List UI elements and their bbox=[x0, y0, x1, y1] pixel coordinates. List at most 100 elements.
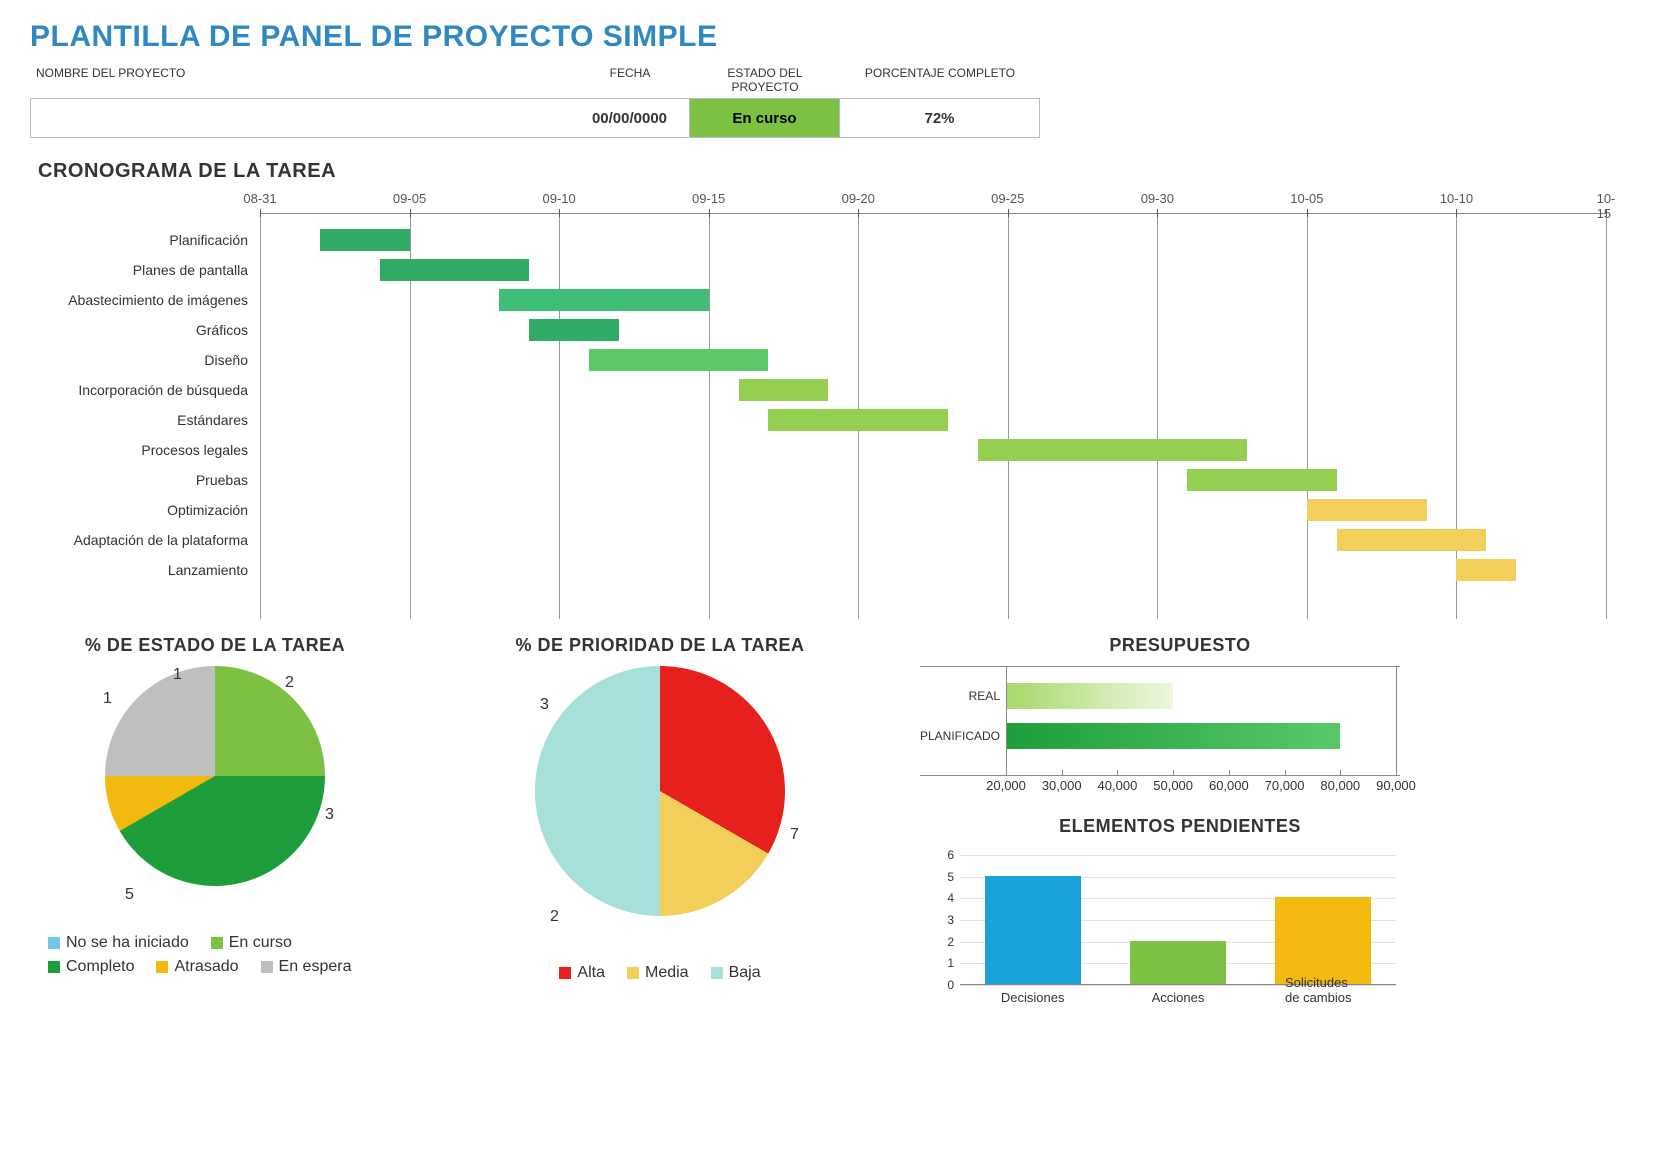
gantt-title: CRONOGRAMA DE LA TAREA bbox=[38, 160, 1626, 183]
legend-item: Media bbox=[627, 964, 689, 982]
pie-value-label: 5 bbox=[125, 886, 134, 904]
gantt-bar bbox=[529, 319, 619, 341]
priority-pie-legend: Alta Media Baja bbox=[460, 964, 860, 982]
gantt-tick: 10-10 bbox=[1440, 191, 1473, 206]
gantt-bar bbox=[1337, 529, 1487, 551]
gantt-task-label: Abastecimiento de imágenes bbox=[30, 285, 260, 315]
pending-bar bbox=[1130, 941, 1226, 984]
gantt-tick: 09-25 bbox=[991, 191, 1024, 206]
gantt-task-label: Planificación bbox=[30, 225, 260, 255]
legend-label: En curso bbox=[229, 934, 292, 952]
pending-xlabel: Solicitudes de cambios bbox=[1285, 975, 1362, 1005]
status-pie-legend: No se ha iniciado En curso Completo Atrasad… bbox=[30, 934, 400, 976]
budget-tick: 20,000 bbox=[986, 778, 1026, 793]
pending-chart: 0123456DecisionesAccionesSolicitudes de … bbox=[920, 855, 1400, 1005]
meta-status: En curso bbox=[690, 98, 840, 138]
pending-ytick: 0 bbox=[947, 978, 954, 992]
legend-label: Media bbox=[645, 964, 689, 982]
legend-label: No se ha iniciado bbox=[66, 934, 189, 952]
legend-label: En espera bbox=[279, 958, 352, 976]
pending-ytick: 1 bbox=[947, 956, 954, 970]
legend-item: En espera bbox=[261, 958, 352, 976]
budget-bar-label: REAL bbox=[920, 689, 1000, 703]
gantt-task-label: Adaptación de la plataforma bbox=[30, 525, 260, 555]
legend-swatch bbox=[627, 967, 639, 979]
meta-pct: 72% bbox=[840, 98, 1040, 138]
budget-tick: 80,000 bbox=[1320, 778, 1360, 793]
budget-tick: 40,000 bbox=[1098, 778, 1138, 793]
budget-tick: 70,000 bbox=[1265, 778, 1305, 793]
gantt-tick: 09-15 bbox=[692, 191, 725, 206]
gantt-bar bbox=[589, 349, 768, 371]
legend-swatch bbox=[156, 961, 168, 973]
legend-label: Baja bbox=[729, 964, 761, 982]
gantt-task-label: Gráficos bbox=[30, 315, 260, 345]
gantt-bar bbox=[380, 259, 530, 281]
pending-xlabel: Decisiones bbox=[1001, 990, 1065, 1005]
pie-value-label: 1 bbox=[103, 690, 112, 708]
pending-ytick: 5 bbox=[947, 870, 954, 884]
gantt-task-label: Procesos legales bbox=[30, 435, 260, 465]
legend-item: No se ha iniciado bbox=[48, 934, 189, 952]
gantt-bar bbox=[1307, 499, 1427, 521]
legend-item: Alta bbox=[559, 964, 605, 982]
budget-chart: REALPLANIFICADO 20,00030,00040,00050,000… bbox=[920, 666, 1400, 798]
gantt-bar bbox=[1187, 469, 1337, 491]
meta-project-name bbox=[30, 98, 570, 138]
gantt-tick: 09-20 bbox=[842, 191, 875, 206]
budget-tick: 50,000 bbox=[1153, 778, 1193, 793]
legend-swatch bbox=[261, 961, 273, 973]
gantt-bar bbox=[739, 379, 829, 401]
gantt-bar bbox=[1456, 559, 1516, 581]
legend-label: Atrasado bbox=[174, 958, 238, 976]
budget-bar bbox=[1006, 723, 1340, 749]
project-meta: NOMBRE DEL PROYECTO FECHA ESTADO DEL PRO… bbox=[30, 62, 1040, 138]
budget-tick: 60,000 bbox=[1209, 778, 1249, 793]
pending-ytick: 6 bbox=[947, 848, 954, 862]
gantt-task-label: Lanzamiento bbox=[30, 555, 260, 585]
gantt-bar bbox=[768, 409, 947, 431]
gantt-bar bbox=[499, 289, 708, 311]
meta-label-pct: PORCENTAJE COMPLETO bbox=[840, 62, 1040, 98]
budget-bar bbox=[1006, 683, 1173, 709]
pending-ytick: 4 bbox=[947, 891, 954, 905]
pending-xlabel: Acciones bbox=[1152, 990, 1205, 1005]
pie-value-label: 2 bbox=[285, 674, 294, 692]
gantt-task-label: Incorporación de búsqueda bbox=[30, 375, 260, 405]
pending-bar bbox=[985, 876, 1081, 984]
gantt-bar bbox=[320, 229, 410, 251]
legend-swatch bbox=[211, 937, 223, 949]
meta-label-date: FECHA bbox=[570, 62, 690, 98]
status-pie-panel: % DE ESTADO DE LA TAREA 23511 No se ha i… bbox=[30, 635, 400, 976]
gantt-task-label: Pruebas bbox=[30, 465, 260, 495]
pending-title: ELEMENTOS PENDIENTES bbox=[920, 816, 1440, 837]
legend-item: Baja bbox=[711, 964, 761, 982]
legend-swatch bbox=[711, 967, 723, 979]
legend-label: Completo bbox=[66, 958, 134, 976]
priority-pie-title: % DE PRIORIDAD DE LA TAREA bbox=[460, 635, 860, 656]
legend-label: Alta bbox=[577, 964, 605, 982]
legend-swatch bbox=[48, 937, 60, 949]
legend-item: Atrasado bbox=[156, 958, 238, 976]
pending-bar bbox=[1275, 897, 1371, 984]
gantt-task-label: Estándares bbox=[30, 405, 260, 435]
gantt-task-label: Optimización bbox=[30, 495, 260, 525]
status-pie bbox=[105, 666, 325, 886]
gantt-tick: 09-30 bbox=[1141, 191, 1174, 206]
pie-value-label: 7 bbox=[790, 826, 799, 844]
meta-label-status: ESTADO DEL PROYECTO bbox=[690, 62, 840, 98]
budget-title: PRESUPUESTO bbox=[920, 635, 1440, 656]
gantt-chart: PlanificaciónPlanes de pantallaAbastecim… bbox=[30, 189, 1626, 619]
priority-pie-panel: % DE PRIORIDAD DE LA TAREA 723 AltaMedia… bbox=[460, 635, 860, 982]
legend-swatch bbox=[48, 961, 60, 973]
status-pie-title: % DE ESTADO DE LA TAREA bbox=[30, 635, 400, 656]
gantt-tick: 09-05 bbox=[393, 191, 426, 206]
gantt-bar bbox=[978, 439, 1247, 461]
pending-ytick: 3 bbox=[947, 913, 954, 927]
page-title: PLANTILLA DE PANEL DE PROYECTO SIMPLE bbox=[30, 20, 1626, 54]
gantt-task-label: Planes de pantalla bbox=[30, 255, 260, 285]
gantt-tick: 10-05 bbox=[1290, 191, 1323, 206]
legend-swatch bbox=[559, 967, 571, 979]
legend-item: En curso bbox=[211, 934, 292, 952]
budget-tick: 90,000 bbox=[1376, 778, 1416, 793]
